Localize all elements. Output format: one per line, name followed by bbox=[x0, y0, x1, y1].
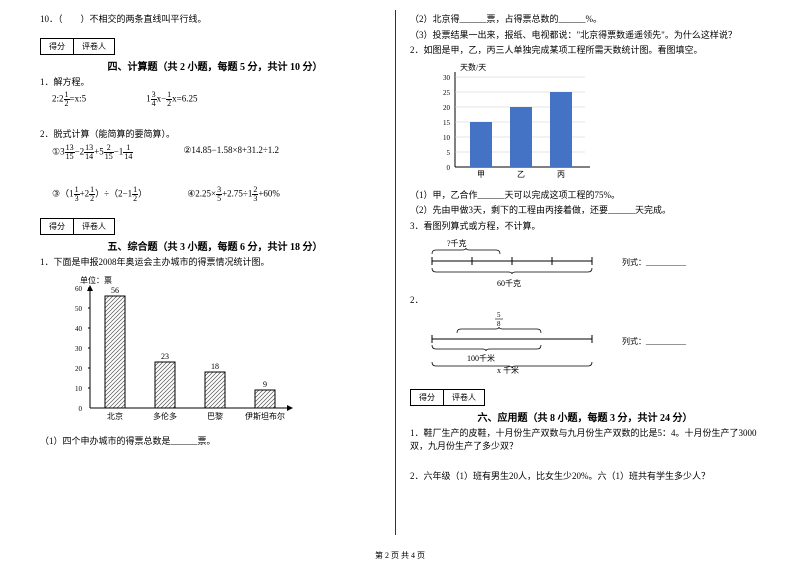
q6-2: 2．六年级（1）班有男生20人，比女生少20%。六（1）班共有学生多少人？ bbox=[410, 470, 760, 483]
svg-text:50: 50 bbox=[75, 305, 83, 313]
svg-text:伊斯坦布尔: 伊斯坦布尔 bbox=[245, 411, 285, 421]
calc4: ④2.25×35+2.75÷123+60% bbox=[187, 186, 280, 203]
svg-text:乙: 乙 bbox=[517, 170, 525, 179]
section-5-title: 五、综合题（共 3 小题，每题 6 分，共计 18 分） bbox=[40, 238, 390, 253]
chart-2: 天数/天 0 5 10 15 20 25 30 甲 乙 丙 bbox=[430, 62, 760, 184]
grader-label: 评卷人 bbox=[74, 39, 114, 54]
calc3: ③（113+212）÷（2−112） bbox=[52, 186, 147, 203]
q5-1: 1．下面是申报2008年奥运会主办城市的得票情况统计图。 bbox=[40, 256, 390, 269]
chart2-svg: 天数/天 0 5 10 15 20 25 30 甲 乙 丙 bbox=[430, 62, 610, 182]
diagram-2: 5 8 100千米 x 千米 列式：__________ bbox=[422, 309, 760, 374]
chart1-svg: 单位：票 0 10 20 30 40 50 60 56 23 18 bbox=[60, 273, 300, 428]
q5-1-sub: （1）四个申办城市的得票总数是______票。 bbox=[40, 435, 390, 448]
q2-sub1: （1）甲，乙合作______天可以完成这项工程的75%。 bbox=[410, 189, 760, 202]
calc-row-1: ①31315−21314+5215−1114 ②14.85−1.58×8+31.… bbox=[52, 144, 390, 161]
svg-text:巴黎: 巴黎 bbox=[207, 411, 223, 421]
q2-label: 2．脱式计算（能简算的要简算）。 bbox=[40, 128, 390, 141]
svg-text:9: 9 bbox=[263, 380, 267, 389]
svg-text:北京: 北京 bbox=[107, 411, 123, 421]
num2: 2． bbox=[410, 294, 760, 307]
question-10: 10．（ ）不相交的两条直线叫平行线。 bbox=[40, 13, 390, 26]
section-6-title: 六、应用题（共 8 小题，每题 3 分，共计 24 分） bbox=[410, 409, 760, 424]
page-footer: 第 2 页 共 4 页 bbox=[0, 550, 800, 561]
svg-text:10: 10 bbox=[75, 385, 83, 393]
svg-text:15: 15 bbox=[443, 119, 451, 127]
diagram2-label: 列式：__________ bbox=[622, 336, 686, 347]
score-box-5: 得分 评卷人 bbox=[40, 218, 115, 235]
section-4-title: 四、计算题（共 2 小题，每题 5 分，共计 10 分） bbox=[40, 58, 390, 73]
chart1-unit: 单位：票 bbox=[80, 275, 112, 285]
svg-text:0: 0 bbox=[447, 164, 451, 172]
calc2: ②14.85−1.58×8+31.2÷1.2 bbox=[183, 144, 279, 161]
svg-text:25: 25 bbox=[443, 89, 451, 97]
sub2: （2）北京得______票，占得票总数的______%。 bbox=[410, 13, 760, 26]
score-box-6: 得分 评卷人 bbox=[410, 389, 485, 406]
svg-text:?千克: ?千克 bbox=[447, 238, 467, 248]
svg-text:5: 5 bbox=[447, 149, 451, 157]
svg-text:20: 20 bbox=[443, 104, 451, 112]
svg-text:天数/天: 天数/天 bbox=[460, 62, 486, 72]
sub3: （3）投票结果一出来，报纸、电视都说："北京得票数遥遥领先"。为什么这样说？ bbox=[410, 29, 760, 42]
q6-1: 1．鞋厂生产的皮鞋，十月份生产双数与九月份生产双数的比是5：4。十月份生产了30… bbox=[410, 427, 760, 452]
svg-text:60: 60 bbox=[75, 285, 83, 293]
svg-text:30: 30 bbox=[75, 345, 83, 353]
r-q3: 3．看图列算式或方程，不计算。 bbox=[410, 220, 760, 233]
equation-row-1: 2:212=x:5 134x−12x=6.25 bbox=[52, 91, 390, 108]
svg-text:23: 23 bbox=[161, 352, 169, 361]
calc-row-2: ③（113+212）÷（2−112） ④2.25×35+2.75÷123+60% bbox=[52, 186, 390, 203]
svg-text:0: 0 bbox=[79, 405, 83, 413]
svg-text:60千克: 60千克 bbox=[497, 278, 521, 288]
svg-text:40: 40 bbox=[75, 325, 83, 333]
column-divider bbox=[395, 10, 396, 535]
svg-text:甲: 甲 bbox=[477, 170, 485, 179]
svg-text:30: 30 bbox=[443, 74, 451, 82]
score-label: 得分 bbox=[41, 39, 74, 54]
svg-text:5: 5 bbox=[497, 311, 501, 319]
svg-text:56: 56 bbox=[111, 286, 119, 295]
svg-text:丙: 丙 bbox=[557, 170, 565, 179]
eq1b: 134x−12x=6.25 bbox=[146, 91, 197, 108]
q1-label: 1．解方程。 bbox=[40, 76, 390, 89]
svg-text:多伦多: 多伦多 bbox=[153, 411, 177, 421]
chart-1: 单位：票 0 10 20 30 40 50 60 56 23 18 bbox=[60, 273, 390, 430]
diagram-1: ?千克 60千克 列式：__________ bbox=[422, 236, 760, 291]
eq1a: 2:212=x:5 bbox=[52, 91, 86, 108]
svg-text:18: 18 bbox=[211, 362, 219, 371]
r-q2: 2．如图是甲，乙，丙三人单独完成某项工程所需天数统计图。看图填空。 bbox=[410, 44, 760, 57]
svg-text:100千米: 100千米 bbox=[467, 353, 495, 363]
svg-text:x 千米: x 千米 bbox=[497, 365, 519, 374]
calc1: ①31315−21314+5215−1114 bbox=[52, 144, 133, 161]
q2-sub2: （2）先由甲做3天，剩下的工程由丙接着做，还要______天完成。 bbox=[410, 204, 760, 217]
score-box: 得分 评卷人 bbox=[40, 38, 115, 55]
svg-text:20: 20 bbox=[75, 365, 83, 373]
svg-text:8: 8 bbox=[497, 320, 501, 328]
diagram1-label: 列式：__________ bbox=[622, 257, 686, 268]
svg-text:10: 10 bbox=[443, 134, 451, 142]
